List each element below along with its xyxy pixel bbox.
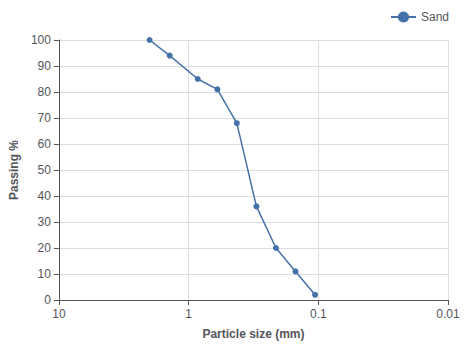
svg-text:0.01: 0.01 [436,307,460,321]
svg-text:40: 40 [38,189,52,203]
svg-text:10: 10 [38,267,52,281]
svg-text:Particle size (mm): Particle size (mm) [202,327,304,341]
svg-text:0: 0 [44,293,51,307]
svg-text:90: 90 [38,59,52,73]
svg-text:Sand: Sand [421,10,449,24]
svg-text:20: 20 [38,241,52,255]
svg-text:70: 70 [38,111,52,125]
svg-text:80: 80 [38,85,52,99]
svg-text:50: 50 [38,163,52,177]
svg-text:1: 1 [185,307,192,321]
svg-text:Passing %: Passing % [7,140,21,200]
svg-text:100: 100 [31,33,51,47]
svg-text:10: 10 [52,307,66,321]
svg-text:60: 60 [38,137,52,151]
svg-text:0.1: 0.1 [310,307,327,321]
svg-text:30: 30 [38,215,52,229]
